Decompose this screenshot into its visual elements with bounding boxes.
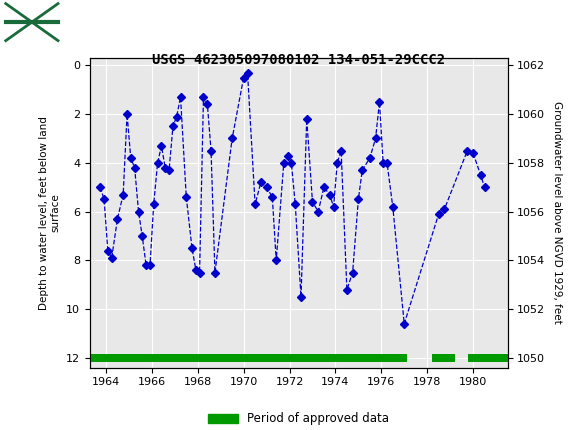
FancyBboxPatch shape xyxy=(6,3,58,41)
Bar xyxy=(469,353,508,362)
Text: USGS: USGS xyxy=(70,14,125,31)
Y-axis label: Depth to water level, feet below land
surface: Depth to water level, feet below land su… xyxy=(39,116,60,310)
Bar xyxy=(90,353,407,362)
Text: USGS 462305097080102 134-051-29CCC2: USGS 462305097080102 134-051-29CCC2 xyxy=(152,53,445,67)
Bar xyxy=(432,353,455,362)
Legend: Period of approved data: Period of approved data xyxy=(204,407,394,430)
Y-axis label: Groundwater level above NGVD 1929, feet: Groundwater level above NGVD 1929, feet xyxy=(552,101,562,324)
